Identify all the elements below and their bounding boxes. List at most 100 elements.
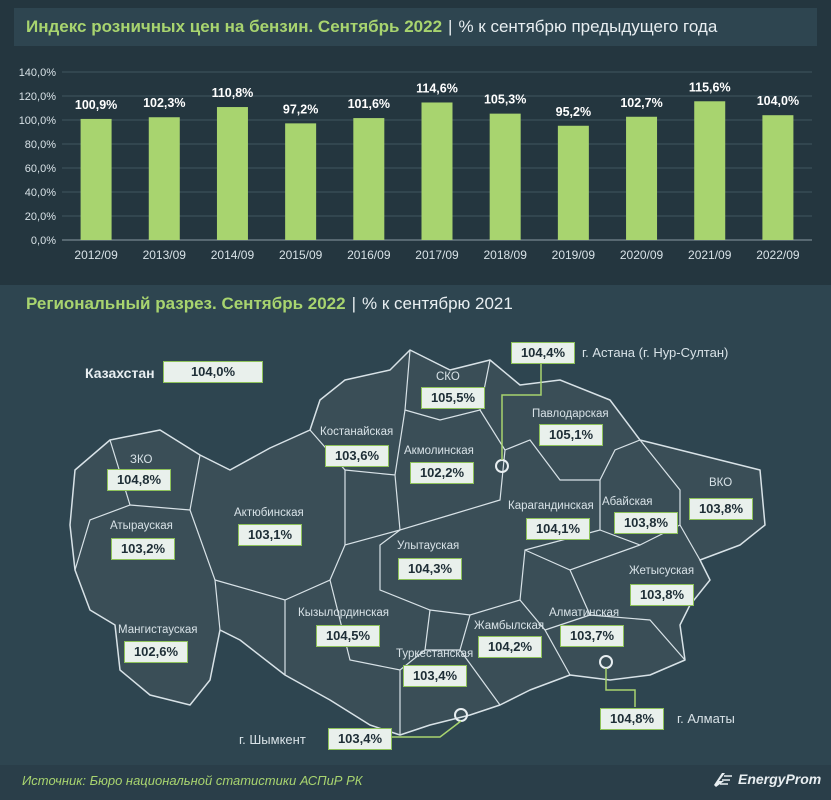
region-label-zko: ЗКО <box>130 454 153 466</box>
border-almaty <box>519 599 591 676</box>
region-value-zko: 104,8% <box>107 469 171 491</box>
country-label: Казахстан <box>85 365 155 381</box>
x-tick-label: 2019/09 <box>552 248 596 262</box>
map-subtitle: % к сентябрю 2021 <box>362 294 513 313</box>
x-tick-label: 2022/09 <box>756 248 800 262</box>
country-value: 104,0% <box>163 361 263 383</box>
y-tick-label: 0,0% <box>31 235 56 247</box>
x-tick-label: 2012/09 <box>74 248 118 262</box>
region-label-vko: ВКО <box>709 477 733 489</box>
region-value-turkestan: 103,4% <box>403 665 467 687</box>
region-label-aktobe: Актюбинская <box>234 507 304 519</box>
y-tick-label: 20,0% <box>25 211 56 223</box>
data-label: 100,9% <box>75 98 117 112</box>
city-value-shymkent: 103,4% <box>328 728 392 750</box>
x-tick-label: 2020/09 <box>620 248 664 262</box>
bar <box>216 107 248 240</box>
bar <box>80 118 112 240</box>
bar <box>694 101 726 240</box>
region-label-akmola: Акмолинская <box>404 445 474 457</box>
bar-chart: 0,0% 20,0% 40,0% 60,0% 80,0% 100,0% 120,0% 140,… <box>19 67 812 262</box>
x-tick-label: 2016/09 <box>347 248 391 262</box>
footer <box>0 765 831 800</box>
region-value-sko: 105,5% <box>421 387 485 409</box>
region-label-sko: СКО <box>436 371 460 383</box>
region-value-atyrau: 103,2% <box>111 538 175 560</box>
bar <box>489 113 521 240</box>
bar <box>148 117 180 240</box>
data-label: 105,3% <box>484 93 526 107</box>
almaty-leader <box>605 668 636 707</box>
x-tick-label: 2018/09 <box>483 248 527 262</box>
data-label: 102,3% <box>143 96 185 110</box>
border-vko <box>639 439 681 525</box>
border-akmola <box>344 409 506 531</box>
border-pavlodar <box>504 439 641 481</box>
x-tick-label: 2015/09 <box>279 248 323 262</box>
data-label: 115,6% <box>689 80 731 94</box>
header-separator: | <box>448 17 453 36</box>
region-value-zhambyl: 104,2% <box>478 636 542 658</box>
city-value-astana: 104,4% <box>511 342 575 364</box>
source-note: Источник: Бюро национальной статистики А… <box>22 773 363 788</box>
data-label: 114,6% <box>416 81 458 95</box>
region-label-kyzylorda: Кызылординская <box>298 607 390 619</box>
map-title: Региональный разрез. Сентябрь 2022 <box>26 294 346 313</box>
region-value-akmola: 102,2% <box>410 462 474 484</box>
x-tick-label: 2017/09 <box>415 248 459 262</box>
bar <box>557 125 589 240</box>
city-label-almaty: г. Алматы <box>677 711 735 726</box>
region-value-aktobe: 103,1% <box>238 524 302 546</box>
bar <box>353 118 385 240</box>
region-label-karaganda: Карагандинская <box>508 500 594 512</box>
x-tick-label: 2013/09 <box>143 248 187 262</box>
y-tick-label: 40,0% <box>25 187 56 199</box>
data-label: 95,2% <box>556 105 591 119</box>
y-tick-label: 80,0% <box>25 139 56 151</box>
y-tick-label: 140,0% <box>19 67 57 79</box>
brand-name: EnergyProm <box>738 771 822 787</box>
header-separator-2: | <box>351 294 356 313</box>
border-atyrau <box>129 504 221 631</box>
city-label-astana: г. Астана (г. Нур-Султан) <box>582 345 729 360</box>
region-value-almaty: 103,7% <box>560 625 624 647</box>
region-label-atyrau: Атырауская <box>110 520 173 532</box>
border-abai <box>599 524 701 561</box>
bar <box>285 123 317 240</box>
region-label-abai: Абайская <box>602 496 653 508</box>
region-label-turkestan: Туркестанская <box>396 648 474 660</box>
region-value-karaganda: 104,1% <box>526 518 590 540</box>
region-value-mangistau: 102,6% <box>124 641 188 663</box>
data-label: 104,0% <box>757 94 799 108</box>
region-label-pavlodar: Павлодарская <box>532 408 609 420</box>
shymkent-leader <box>392 720 462 738</box>
border-aktobe <box>189 454 346 601</box>
region-value-kyzylorda: 104,5% <box>316 625 380 647</box>
y-tick-label: 100,0% <box>19 115 57 127</box>
region-value-abai: 103,8% <box>614 512 678 534</box>
region-label-zhetysu: Жетысуская <box>629 565 695 577</box>
city-value-almaty: 104,8% <box>600 708 664 730</box>
border-zhetysu <box>524 544 686 661</box>
data-label: 97,2% <box>283 102 318 116</box>
region-value-pavlodar: 105,1% <box>539 424 603 446</box>
data-label: 110,8% <box>212 86 254 100</box>
data-label: 102,7% <box>620 96 662 110</box>
y-tick-label: 120,0% <box>19 91 57 103</box>
y-tick-label: 60,0% <box>25 163 56 175</box>
city-label-shymkent: г. Шымкент <box>239 732 306 747</box>
region-label-kostanay: Костанайская <box>320 426 394 438</box>
region-label-zhambyl: Жамбылская <box>474 620 545 632</box>
map-header: Региональный разрез. Сентябрь 2022 | % к… <box>14 285 817 323</box>
bar <box>421 102 453 240</box>
region-value-zhetysu: 103,8% <box>630 584 694 606</box>
chart-header: Индекс розничных цен на бензин. Сентябрь… <box>14 8 817 46</box>
chart-title: Индекс розничных цен на бензин. Сентябрь… <box>26 17 443 36</box>
region-value-kostanay: 103,6% <box>325 445 389 467</box>
region-value-ulytau: 104,3% <box>398 558 462 580</box>
region-label-mangistau: Мангистауская <box>118 624 198 636</box>
border-turkestan <box>329 579 426 735</box>
region-label-ulytau: Улытауская <box>397 540 460 552</box>
astana-leader <box>501 363 542 460</box>
x-tick-label: 2021/09 <box>688 248 732 262</box>
